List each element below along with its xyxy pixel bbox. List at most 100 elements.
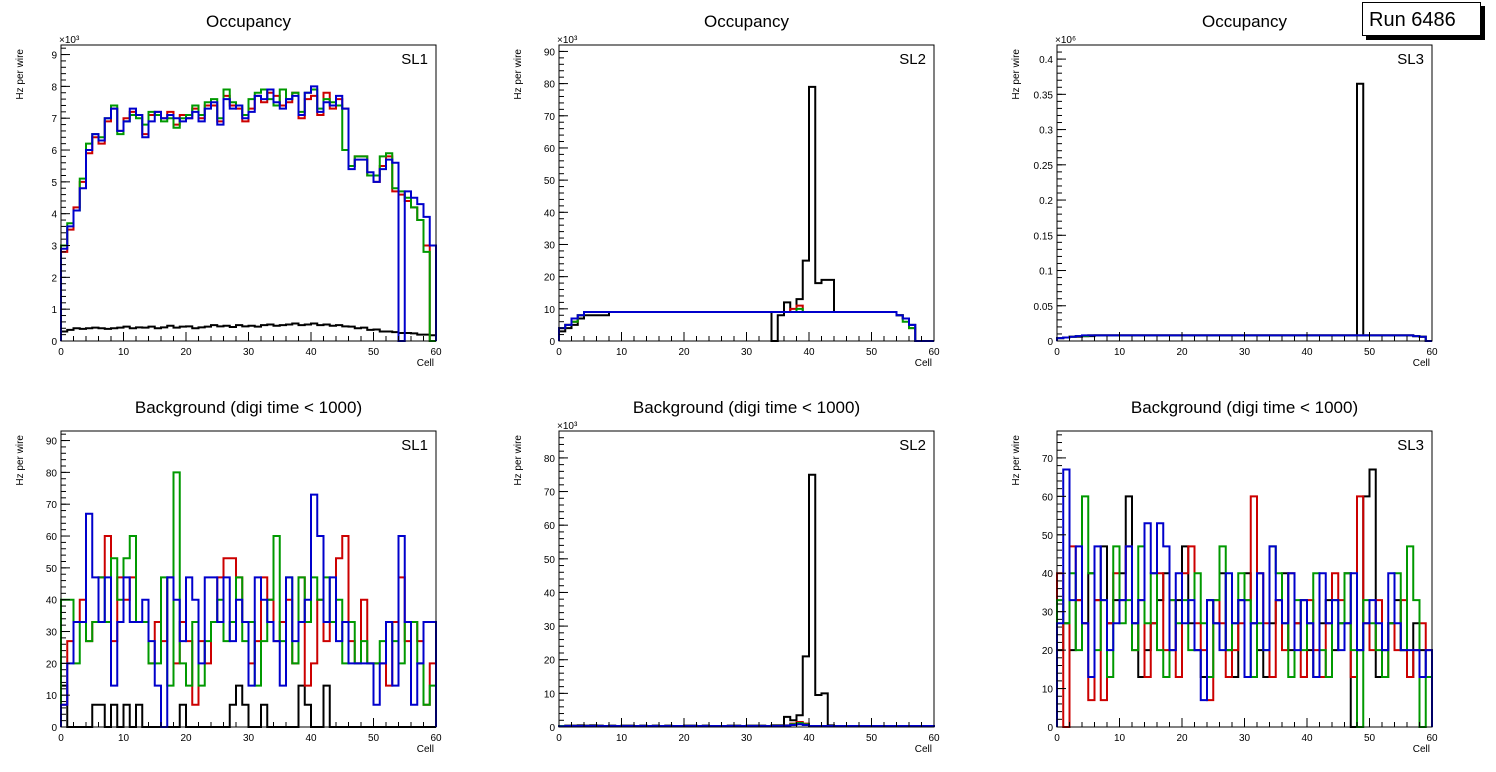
y-tick-label: 5: [51, 178, 57, 189]
y-tick-label: 0: [51, 723, 57, 734]
superlayer-label: SL3: [1397, 51, 1424, 68]
series-layer4: [1056, 334, 1432, 342]
x-tick-label: 30: [741, 347, 753, 358]
x-tick-label: 30: [1239, 347, 1251, 358]
x-tick-label: 10: [616, 733, 628, 744]
y-axis-label: Hz per wire: [513, 435, 524, 486]
chart-title: Occupancy: [704, 12, 790, 31]
x-tick-label: 40: [803, 733, 815, 744]
y-tick-label: 3: [51, 242, 57, 253]
x-tick-label: 20: [1176, 733, 1188, 744]
x-tick-label: 20: [180, 347, 192, 358]
y-exponent: ×10³: [557, 35, 578, 46]
x-tick-label: 20: [180, 733, 192, 744]
x-axis-label: Cell: [417, 358, 434, 369]
series-layer4: [1056, 468, 1433, 727]
x-tick-label: 50: [1364, 733, 1376, 744]
x-tick-label: 10: [1114, 347, 1126, 358]
x-tick-label: 30: [243, 733, 255, 744]
y-tick-label: 80: [544, 454, 556, 465]
y-tick-label: 0: [1047, 723, 1053, 734]
x-tick-label: 10: [1114, 733, 1126, 744]
y-tick-label: 50: [46, 564, 58, 575]
pad-2: Occupancy Hz per wire Cell ×10³ 0 10 20 30 40 50 6…: [513, 12, 940, 369]
y-tick-label: 4: [51, 210, 57, 221]
plot-frame: [558, 430, 935, 728]
y-exponent: ×10³: [557, 421, 578, 432]
x-tick-label: 10: [118, 733, 130, 744]
y-tick-label: 60: [46, 532, 58, 543]
pad-3: Occupancy Hz per wire Cell ×10⁶ 0 10 20 30 40 50 6…: [1011, 12, 1438, 369]
x-tick-label: 30: [243, 347, 255, 358]
y-tick-label: 0: [549, 337, 555, 348]
y-tick-label: 70: [46, 500, 58, 511]
series-layer1: [1056, 82, 1432, 342]
x-tick-label: 60: [928, 733, 940, 744]
x-tick-label: 50: [368, 733, 380, 744]
x-tick-label: 50: [1364, 347, 1376, 358]
y-tick-label: 0: [1047, 337, 1053, 348]
y-tick-label: 0.2: [1039, 196, 1053, 207]
y-tick-label: 30: [544, 240, 556, 251]
y-tick-label: 90: [544, 47, 556, 58]
y-tick-label: 80: [544, 80, 556, 91]
y-tick-label: 0.3: [1039, 126, 1053, 137]
y-tick-label: 80: [46, 468, 58, 479]
y-tick-label: 10: [1042, 685, 1054, 696]
x-tick-label: 40: [803, 347, 815, 358]
superlayer-label: SL3: [1397, 437, 1424, 454]
y-tick-label: 0.25: [1034, 161, 1054, 172]
superlayer-label: SL1: [401, 437, 428, 454]
plot-frame: [60, 44, 437, 342]
y-exponent: ×10³: [59, 35, 80, 46]
x-tick-label: 10: [616, 347, 628, 358]
y-tick-label: 90: [46, 437, 58, 448]
y-axis-label: Hz per wire: [15, 435, 26, 486]
y-tick-label: 10: [46, 691, 58, 702]
y-tick-label: 0.4: [1039, 55, 1053, 66]
x-tick-label: 50: [368, 347, 380, 358]
pad-6: Background (digi time < 1000) Hz per wire…: [1011, 398, 1438, 755]
y-tick-label: 6: [51, 146, 57, 157]
y-tick-label: 0: [51, 337, 57, 348]
x-tick-label: 50: [866, 733, 878, 744]
y-tick-label: 1: [51, 305, 57, 316]
y-tick-label: 0.1: [1039, 267, 1053, 278]
series-layer1: [558, 85, 934, 342]
y-tick-label: 50: [544, 555, 556, 566]
x-tick-label: 0: [556, 733, 562, 744]
x-tick-label: 20: [678, 733, 690, 744]
y-tick-label: 40: [544, 208, 556, 219]
y-tick-label: 60: [544, 144, 556, 155]
x-tick-label: 60: [1426, 347, 1438, 358]
y-tick-label: 20: [1042, 646, 1054, 657]
x-tick-label: 60: [1426, 733, 1438, 744]
y-tick-label: 60: [1042, 492, 1054, 503]
series-layer1: [60, 322, 437, 341]
superlayer-label: SL2: [899, 437, 926, 454]
x-tick-label: 0: [1054, 733, 1060, 744]
x-tick-label: 40: [1301, 733, 1313, 744]
y-axis-label: Hz per wire: [513, 49, 524, 100]
x-tick-label: 0: [58, 733, 64, 744]
y-tick-label: 0.05: [1034, 302, 1054, 313]
x-tick-label: 60: [430, 733, 442, 744]
y-axis-label: Hz per wire: [1011, 49, 1022, 100]
x-tick-label: 40: [305, 347, 317, 358]
y-tick-label: 9: [51, 51, 57, 62]
x-tick-label: 60: [928, 347, 940, 358]
y-tick-label: 70: [544, 112, 556, 123]
y-tick-label: 20: [544, 273, 556, 284]
y-tick-label: 30: [46, 628, 58, 639]
x-tick-label: 30: [1239, 733, 1251, 744]
chart-title: Occupancy: [206, 12, 292, 31]
y-tick-label: 20: [46, 659, 58, 670]
y-tick-label: 30: [1042, 608, 1054, 619]
x-tick-label: 0: [58, 347, 64, 358]
series-layer4: [558, 311, 934, 342]
y-tick-label: 2: [51, 273, 57, 284]
y-tick-label: 8: [51, 82, 57, 93]
y-axis-label: Hz per wire: [15, 49, 26, 100]
y-tick-label: 50: [1042, 531, 1054, 542]
